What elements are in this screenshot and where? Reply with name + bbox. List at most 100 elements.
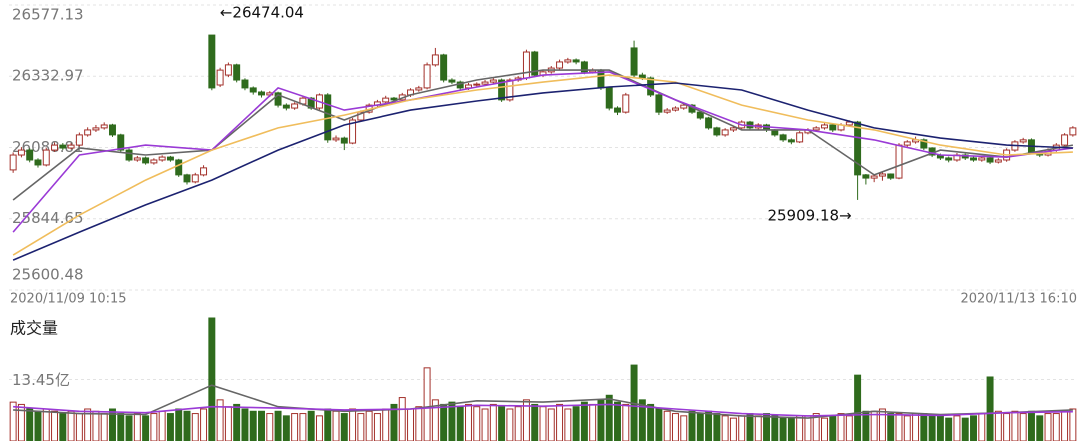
candle-body <box>440 54 448 81</box>
volume-bar <box>746 413 754 441</box>
volume-bar <box>936 415 944 441</box>
volume-bar <box>26 408 34 441</box>
volume-bar <box>373 413 381 441</box>
volume-bar <box>142 415 150 441</box>
candle-body <box>1019 139 1027 143</box>
volume-bar <box>258 410 265 441</box>
candle-body <box>224 64 232 76</box>
volume-bar <box>754 415 762 441</box>
candle-body <box>75 134 83 146</box>
candle-body <box>109 124 116 136</box>
candle-body <box>125 149 133 161</box>
candle-body <box>945 157 953 161</box>
candle-body <box>531 51 539 76</box>
volume-bar <box>796 415 804 441</box>
candle-body <box>34 159 42 166</box>
volume-bar <box>59 413 67 441</box>
volume-bar <box>978 413 986 441</box>
volume-bar <box>431 399 439 441</box>
moving-average-line <box>12 74 1073 256</box>
volume-bar <box>821 417 828 441</box>
volume-bar <box>506 408 514 441</box>
candle-body <box>175 159 183 176</box>
volume-bar <box>622 403 630 441</box>
candle-body <box>448 79 456 83</box>
candle-body <box>382 97 390 103</box>
moving-average-line <box>13 403 1073 417</box>
volume-bar <box>398 397 406 441</box>
volume-bar <box>357 413 365 441</box>
volume-bar <box>233 403 241 441</box>
candle-body <box>970 157 977 161</box>
candle-body <box>158 156 166 161</box>
volume-bar <box>994 410 1002 441</box>
volume-bar <box>498 406 506 441</box>
volume-bar <box>42 408 50 441</box>
volume-bar <box>100 413 108 441</box>
moving-average-line <box>12 82 1073 261</box>
candle-body <box>349 119 357 144</box>
volume-bar <box>133 413 141 441</box>
candle-body <box>655 94 663 113</box>
y-tick-label: 25600.48 <box>12 266 84 284</box>
y-tick-label: 26577.13 <box>12 6 84 24</box>
candle-body <box>696 111 704 119</box>
volume-bar <box>556 403 564 441</box>
volume-bar <box>1036 415 1044 441</box>
candle-body <box>200 167 208 176</box>
candle-body <box>1061 134 1069 146</box>
volume-bar <box>266 413 274 441</box>
volume-bar <box>688 410 696 441</box>
volume-bar <box>514 406 522 441</box>
volume-bar <box>696 413 704 441</box>
candle-body <box>729 127 737 131</box>
volume-bar <box>522 399 530 441</box>
candle-body <box>705 117 713 129</box>
volume-bar <box>787 417 795 441</box>
volume-bar <box>282 415 290 441</box>
volume-title: 成交量 <box>10 319 58 338</box>
volume-bar <box>862 410 870 441</box>
candle-body <box>481 81 489 85</box>
candle-body <box>878 173 886 177</box>
candle-body <box>978 157 986 161</box>
candle-body <box>920 139 928 149</box>
candle-body <box>895 144 903 179</box>
high-annotation: ←26474.04 <box>220 4 304 22</box>
x-tick-label: 2020/11/13 16:10 <box>960 292 1077 307</box>
volume-bar <box>481 408 489 441</box>
volume-bar <box>671 413 679 441</box>
candle-body <box>117 134 125 151</box>
candle-body <box>473 83 481 86</box>
candle-body <box>556 61 564 69</box>
volume-bar <box>249 410 257 441</box>
volume-bar <box>845 415 853 441</box>
candle-body <box>258 91 265 96</box>
volume-bar <box>1044 413 1052 441</box>
volume-bar <box>589 403 597 441</box>
candle-body <box>100 124 108 129</box>
candle-body <box>779 134 787 141</box>
candle-body <box>390 97 398 101</box>
candle-body <box>423 64 431 89</box>
moving-average-line <box>12 69 1074 201</box>
volume-bar <box>274 410 282 441</box>
candle-body <box>986 157 994 163</box>
low-annotation: 25909.18→ <box>767 206 851 224</box>
volume-bar <box>605 394 613 441</box>
candle-body <box>191 174 199 183</box>
volume-bar <box>1052 413 1060 441</box>
moving-average-line <box>12 71 1074 233</box>
volume-bar <box>465 403 472 441</box>
volume-bar <box>456 406 464 441</box>
candle-body <box>282 104 290 109</box>
candle-body <box>647 77 655 96</box>
candle-body <box>150 159 158 164</box>
volume-bar <box>175 408 183 441</box>
volume-bar <box>945 417 953 441</box>
candle-body <box>431 54 439 66</box>
volume-bar <box>1061 410 1069 441</box>
candle-body <box>580 61 588 73</box>
volume-bar <box>324 408 332 441</box>
